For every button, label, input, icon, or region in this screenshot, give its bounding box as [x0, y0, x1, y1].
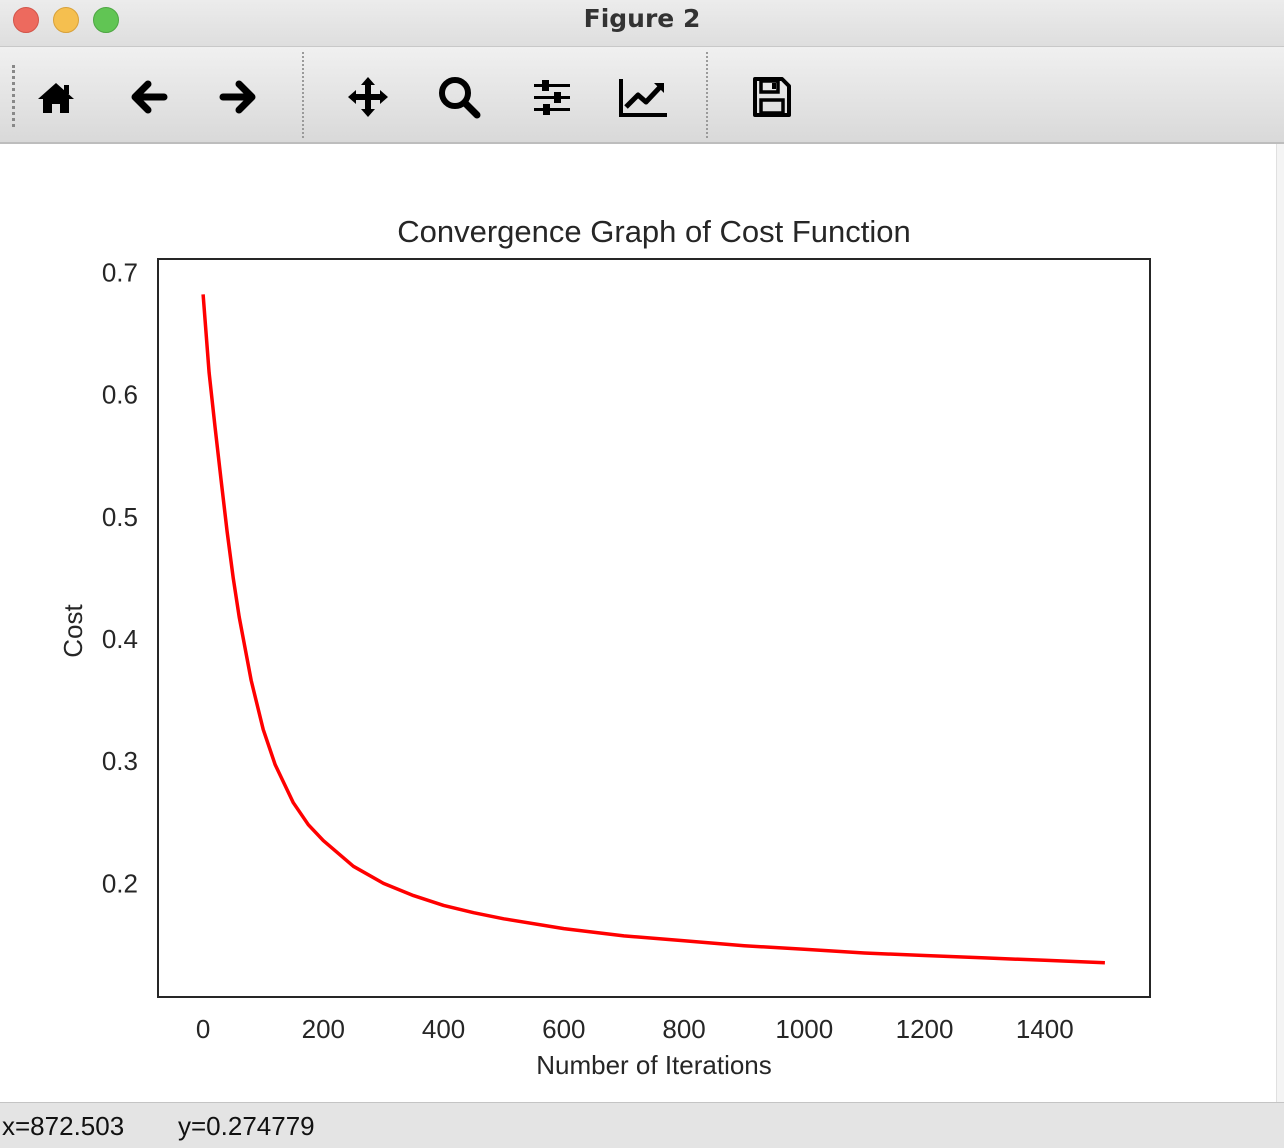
- toolbar-grip[interactable]: [12, 65, 19, 127]
- cost-series-line: [201, 294, 1105, 965]
- sliders-icon: [534, 80, 570, 115]
- axes-frame: [157, 258, 1151, 998]
- x-tick-label: 800: [662, 1014, 705, 1044]
- back-button[interactable]: [122, 71, 174, 123]
- y-axis-ticks: 0.2 0.3 0.4 0.5 0.6 0.7: [102, 257, 138, 898]
- cost-convergence-chart[interactable]: Convergence Graph of Cost Function 0 200 4…: [0, 144, 1276, 1102]
- maximize-window-button[interactable]: [93, 7, 119, 33]
- cursor-y-readout: y=0.274779: [178, 1111, 315, 1141]
- toolbar-separator: [706, 52, 708, 138]
- subplots-button[interactable]: [526, 71, 578, 123]
- window-edge: [1276, 144, 1284, 1102]
- x-tick-label: 600: [542, 1014, 585, 1044]
- line-chart-icon: [619, 79, 667, 117]
- window-title: Figure 2: [583, 4, 701, 33]
- home-icon: [38, 83, 74, 113]
- y-tick-label: 0.6: [102, 380, 138, 410]
- minimize-window-button[interactable]: [53, 7, 79, 33]
- home-button[interactable]: [30, 71, 82, 123]
- x-tick-label: 400: [422, 1014, 465, 1044]
- x-tick-label: 200: [302, 1014, 345, 1044]
- x-axis-label: Number of Iterations: [536, 1050, 772, 1080]
- arrow-left-icon: [131, 80, 168, 114]
- x-tick-label: 1400: [1016, 1014, 1074, 1044]
- y-tick-label: 0.2: [102, 868, 138, 898]
- x-tick-label: 0: [196, 1014, 210, 1044]
- floppy-disk-icon: [753, 77, 791, 117]
- close-window-button[interactable]: [13, 7, 39, 33]
- pan-button[interactable]: [342, 71, 394, 123]
- forward-button[interactable]: [213, 71, 265, 123]
- y-axis-label: Cost: [58, 603, 88, 657]
- cursor-x-readout: x=872.503: [2, 1111, 125, 1141]
- save-button[interactable]: [745, 71, 797, 123]
- status-bar: x=872.503 y=0.274779: [0, 1102, 1284, 1148]
- arrow-right-icon: [219, 80, 256, 114]
- navigation-toolbar: [0, 47, 1284, 144]
- x-tick-label: 1000: [775, 1014, 833, 1044]
- title-bar: Figure 2: [0, 0, 1284, 47]
- chart-title: Convergence Graph of Cost Function: [397, 214, 911, 249]
- edit-axis-button[interactable]: [618, 71, 670, 123]
- figure-canvas[interactable]: Convergence Graph of Cost Function 0 200 4…: [0, 144, 1276, 1102]
- zoom-button[interactable]: [433, 71, 485, 123]
- y-tick-label: 0.7: [102, 257, 138, 287]
- y-tick-label: 0.5: [102, 502, 138, 532]
- toolbar-separator: [302, 52, 304, 138]
- y-tick-label: 0.4: [102, 624, 138, 654]
- magnifier-icon: [439, 77, 481, 119]
- x-axis-ticks: 0 200 400 600 800 1000 1200 1400: [196, 1014, 1074, 1044]
- move-arrows-icon: [348, 77, 388, 117]
- y-tick-label: 0.3: [102, 746, 138, 776]
- x-tick-label: 1200: [896, 1014, 954, 1044]
